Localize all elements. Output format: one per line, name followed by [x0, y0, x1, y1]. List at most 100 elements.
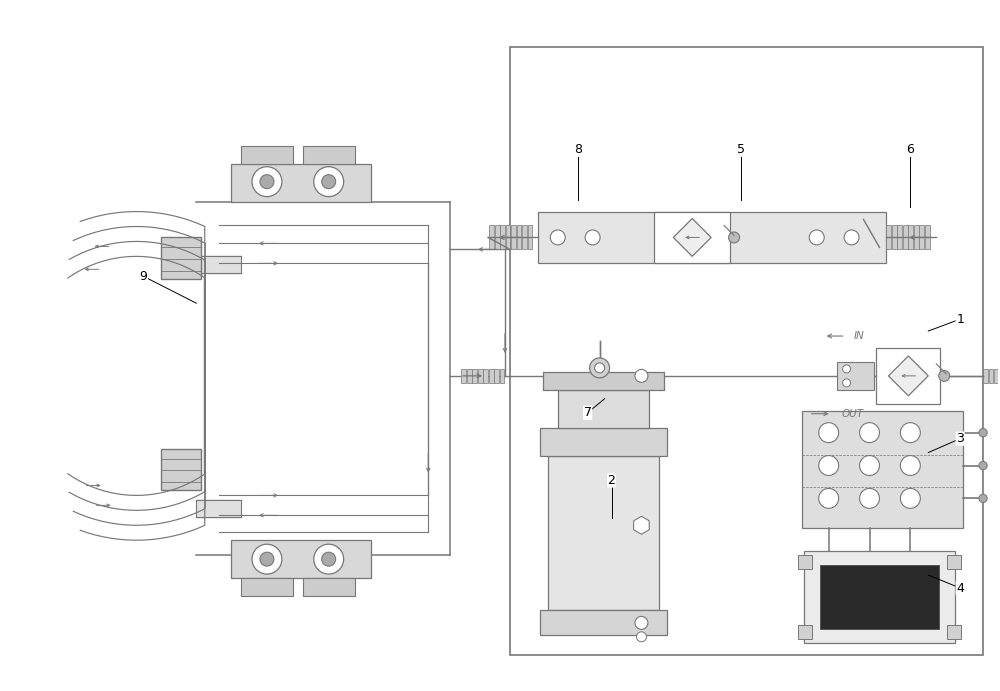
- Text: 4: 4: [956, 582, 964, 594]
- Bar: [196, 256, 241, 274]
- Bar: [489, 225, 494, 249]
- Circle shape: [322, 552, 336, 566]
- Bar: [494, 369, 499, 383]
- Bar: [500, 225, 505, 249]
- Bar: [543, 372, 664, 390]
- Bar: [540, 428, 667, 455]
- Bar: [947, 555, 961, 569]
- Bar: [303, 578, 355, 596]
- Circle shape: [979, 428, 987, 437]
- Bar: [522, 225, 527, 249]
- Circle shape: [819, 489, 839, 509]
- Circle shape: [595, 363, 605, 373]
- Circle shape: [819, 423, 839, 443]
- Circle shape: [844, 230, 859, 245]
- Bar: [558, 390, 649, 428]
- Text: 6: 6: [906, 143, 914, 156]
- Circle shape: [860, 455, 879, 475]
- Circle shape: [860, 423, 879, 443]
- Bar: [914, 225, 919, 249]
- Circle shape: [819, 455, 839, 475]
- Bar: [654, 211, 730, 263]
- Bar: [500, 369, 504, 383]
- Bar: [903, 225, 908, 249]
- Bar: [478, 369, 483, 383]
- Circle shape: [585, 230, 600, 245]
- Bar: [231, 164, 371, 202]
- Bar: [897, 225, 902, 249]
- Bar: [820, 565, 939, 629]
- Circle shape: [809, 230, 824, 245]
- Circle shape: [635, 616, 648, 630]
- Circle shape: [252, 545, 282, 574]
- Bar: [908, 225, 913, 249]
- Bar: [161, 448, 201, 491]
- Bar: [303, 146, 355, 164]
- Bar: [461, 369, 466, 383]
- Polygon shape: [673, 218, 711, 256]
- Bar: [517, 225, 521, 249]
- Bar: [483, 369, 488, 383]
- Bar: [241, 578, 293, 596]
- Bar: [989, 369, 993, 383]
- Bar: [919, 225, 924, 249]
- Bar: [983, 369, 988, 383]
- Circle shape: [900, 423, 920, 443]
- Text: 9: 9: [140, 269, 147, 283]
- Bar: [994, 369, 999, 383]
- Bar: [804, 551, 955, 643]
- Bar: [798, 625, 812, 638]
- Text: OUT: OUT: [842, 408, 864, 419]
- Circle shape: [900, 455, 920, 475]
- Bar: [472, 369, 477, 383]
- Bar: [947, 625, 961, 638]
- Bar: [876, 348, 940, 404]
- Circle shape: [635, 370, 648, 382]
- Circle shape: [636, 632, 646, 642]
- Text: 1: 1: [956, 312, 964, 325]
- Bar: [489, 369, 494, 383]
- Bar: [886, 225, 891, 249]
- Bar: [925, 225, 930, 249]
- Bar: [495, 225, 500, 249]
- Text: 7: 7: [584, 406, 592, 419]
- Bar: [161, 238, 201, 279]
- Circle shape: [843, 379, 851, 387]
- Bar: [540, 610, 667, 635]
- Circle shape: [729, 232, 740, 243]
- Bar: [506, 225, 510, 249]
- Circle shape: [314, 545, 344, 574]
- Polygon shape: [888, 356, 928, 396]
- Bar: [528, 225, 532, 249]
- Circle shape: [314, 167, 344, 197]
- Circle shape: [860, 489, 879, 509]
- Bar: [231, 540, 371, 578]
- Polygon shape: [634, 516, 649, 534]
- Circle shape: [900, 489, 920, 509]
- Text: 2: 2: [608, 474, 615, 487]
- Circle shape: [252, 167, 282, 197]
- Bar: [511, 225, 516, 249]
- Circle shape: [260, 552, 274, 566]
- Circle shape: [939, 370, 950, 381]
- Bar: [837, 362, 874, 390]
- Bar: [241, 146, 293, 164]
- Text: IN: IN: [854, 331, 864, 341]
- Circle shape: [979, 462, 987, 470]
- Text: 5: 5: [737, 143, 745, 156]
- Bar: [196, 500, 241, 518]
- Bar: [802, 410, 963, 528]
- Bar: [548, 455, 659, 610]
- Circle shape: [979, 494, 987, 502]
- Bar: [892, 225, 897, 249]
- Bar: [467, 369, 472, 383]
- Text: 8: 8: [574, 143, 582, 156]
- Circle shape: [550, 230, 565, 245]
- Circle shape: [260, 175, 274, 189]
- Bar: [538, 211, 886, 263]
- Circle shape: [843, 365, 851, 373]
- Bar: [510, 47, 983, 655]
- Circle shape: [322, 175, 336, 189]
- Bar: [798, 555, 812, 569]
- Text: 3: 3: [956, 432, 964, 445]
